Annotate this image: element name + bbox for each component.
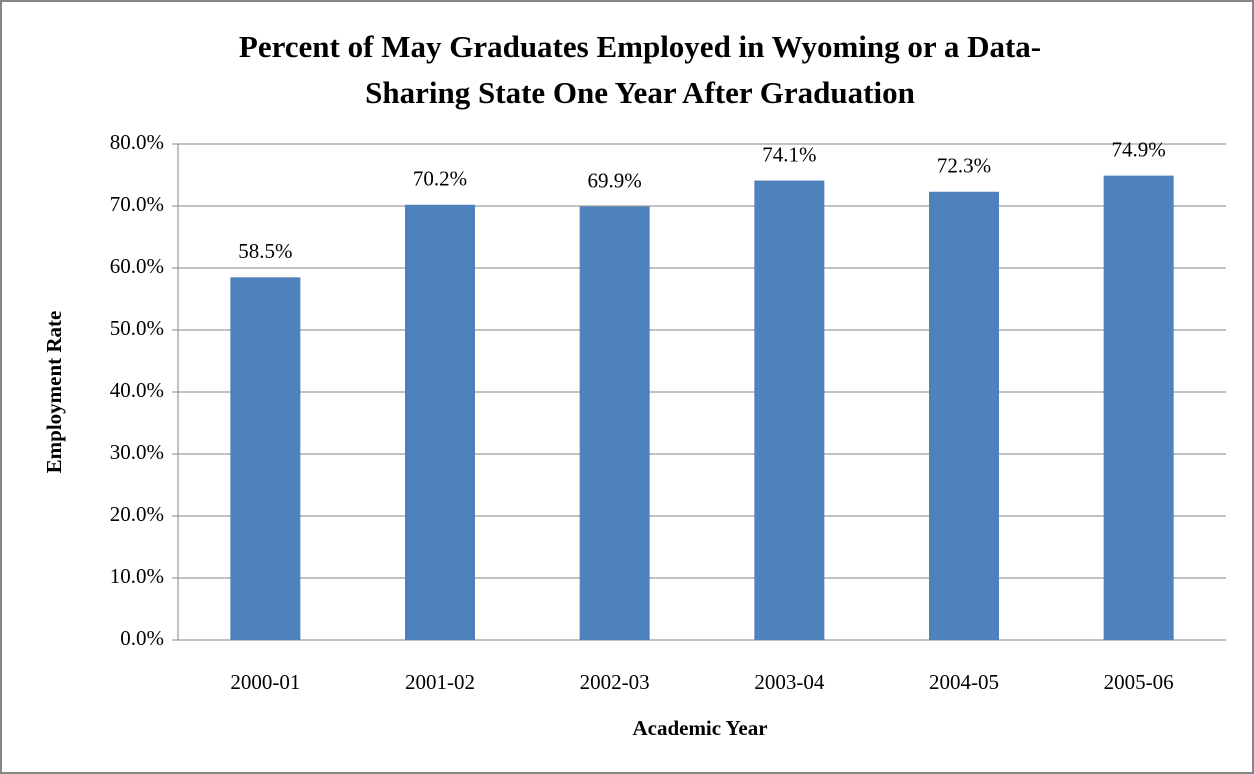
bar: [929, 191, 999, 641]
chart-title: Sharing State One Year After Graduation: [365, 75, 915, 110]
bar: [230, 277, 301, 640]
bar: [754, 180, 825, 640]
x-axis-label: Academic Year: [632, 716, 767, 740]
data-label: 70.2%: [413, 167, 467, 191]
data-label: 74.9%: [1112, 137, 1166, 161]
data-label: 69.9%: [588, 168, 642, 192]
bar: [405, 204, 475, 640]
y-tick-label: 40.0%: [110, 378, 164, 402]
x-tick-label: 2004-05: [929, 670, 999, 694]
y-tick-label: 30.0%: [110, 440, 164, 464]
y-tick-label: 10.0%: [110, 564, 164, 588]
chart-title: Percent of May Graduates Employed in Wyo…: [239, 29, 1041, 64]
data-label: 74.1%: [762, 142, 816, 166]
x-tick-label: 2002-03: [580, 670, 650, 694]
bar: [579, 206, 650, 640]
y-tick-label: 20.0%: [110, 502, 164, 526]
y-tick-label: 80.0%: [110, 130, 164, 154]
y-tick-label: 50.0%: [110, 316, 164, 340]
data-label: 58.5%: [238, 239, 292, 263]
y-tick-label: 60.0%: [110, 254, 164, 278]
y-tick-label: 0.0%: [120, 626, 164, 650]
y-axis-label: Employment Rate: [42, 311, 66, 474]
x-tick-label: 2005-06: [1104, 670, 1174, 694]
y-tick-label: 70.0%: [110, 192, 164, 216]
bar: [1103, 175, 1174, 640]
x-tick-label: 2000-01: [230, 670, 300, 694]
x-tick-label: 2001-02: [405, 670, 475, 694]
x-tick-label: 2003-04: [754, 670, 824, 694]
data-label: 72.3%: [937, 154, 991, 178]
